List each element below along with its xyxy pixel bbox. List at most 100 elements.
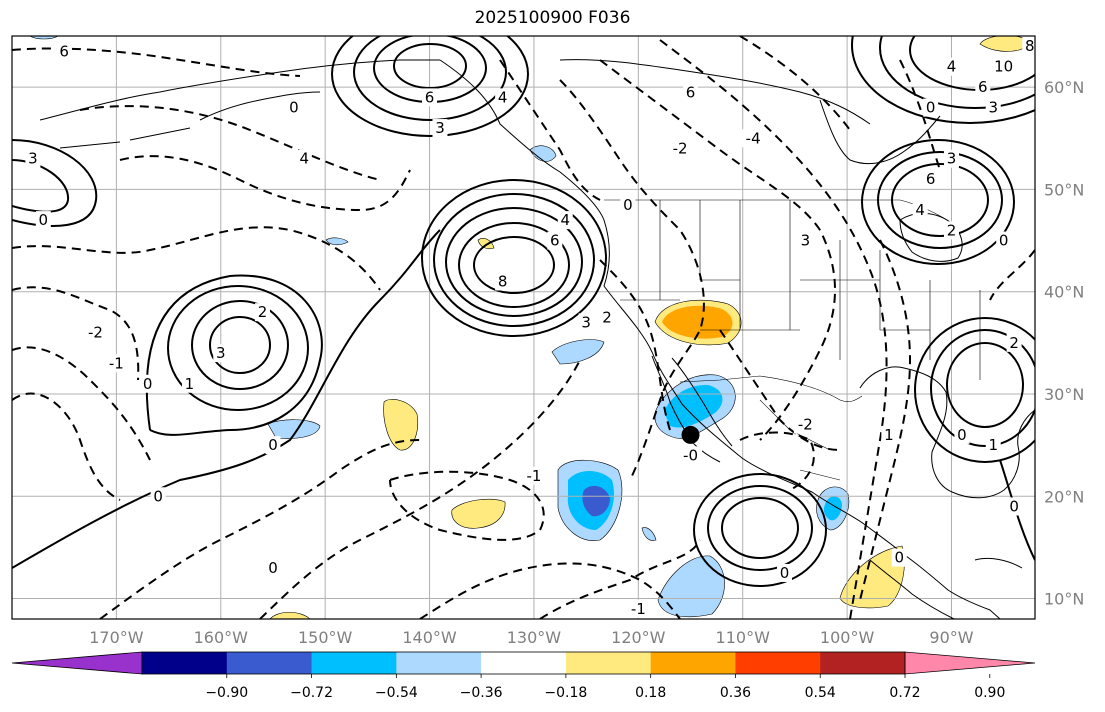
contour-label-bg [985, 98, 1001, 117]
contour-label: 3 [435, 119, 445, 137]
latitude-tick-label: 60°N [1044, 78, 1084, 97]
contour-negative [419, 562, 681, 619]
map-gridlines [12, 36, 1035, 619]
colorbar-segment [820, 652, 906, 674]
contour-high-center [445, 207, 583, 317]
contour-lines-negative [12, 36, 1035, 619]
longitude-tick-label: 170°W [89, 628, 144, 647]
alaska-peninsula-coastline [199, 91, 321, 121]
contour-label: 6 [978, 78, 988, 96]
latitude-tick-label: 40°N [1044, 283, 1084, 302]
longitude-tick-label: 160°W [194, 628, 249, 647]
canada-arctic-coast [559, 59, 871, 125]
colorbar-segment [565, 652, 652, 674]
strong-positive-anomaly-region [662, 305, 733, 339]
contour-label-bg [943, 149, 959, 168]
contour-label: 0 [926, 99, 936, 117]
contour-negative [559, 79, 705, 481]
map-frame [11, 35, 1036, 620]
contour-label-bg [881, 425, 897, 444]
contour-negative [719, 329, 841, 451]
contour-high-north [331, 36, 529, 137]
negative-anomaly-region [641, 527, 657, 541]
contour-high-center [433, 193, 595, 327]
contour-label: 8 [1025, 37, 1035, 55]
contour-label: -1 [526, 467, 541, 485]
contour-high-east [861, 139, 1015, 265]
contour-negative [12, 392, 121, 501]
contour-high-center [421, 179, 607, 337]
contour-label-bg [104, 354, 128, 373]
contour-lines [12, 36, 1035, 587]
contour-label: 2 [947, 221, 957, 239]
contour-label-bg [1006, 333, 1022, 352]
contour-negative [12, 286, 140, 381]
contour-label-bg [140, 374, 156, 393]
contour-label: 0 [957, 426, 967, 444]
contour-negative [899, 59, 941, 171]
contour-label: 2 [258, 303, 268, 321]
contour-label: 8 [498, 272, 508, 290]
contour-label-bg [578, 313, 594, 332]
contour-label: 6 [550, 232, 560, 250]
colorbar-tick-labels: −0.90 −0.72 −0.54 −0.36 −0.18 0.18 0.36 0.54 0.7… [205, 674, 1005, 701]
contour-high-center [458, 222, 570, 308]
colorbar-tick-label: 0.54 [805, 685, 836, 701]
contour-high-west [209, 316, 271, 374]
contour-label-bg [547, 231, 563, 250]
contour-high-northeast [851, 36, 1035, 124]
contour-label: 0 [623, 196, 633, 214]
colorbar-tick-label: 0.18 [635, 685, 666, 701]
contour-label-bg [422, 88, 438, 107]
contour-label: 0 [1009, 497, 1019, 515]
contour-label: 4 [915, 201, 925, 219]
contour-label: 0 [268, 559, 278, 577]
contour-label-bg [943, 221, 959, 240]
contour-label-bg [797, 231, 813, 250]
contour-negative [12, 226, 381, 291]
contour-label-bg [265, 558, 281, 577]
longitude-tick-label: 120°W [611, 628, 666, 647]
contour-label: 4 [498, 88, 508, 106]
longitude-labels: 170°W 160°W 150°W 140°W 130°W 120°W 110°W 100°W… [89, 628, 974, 647]
contour-label-bg [432, 119, 448, 138]
contour-label-bg [683, 83, 699, 102]
contour-label: 2 [1009, 334, 1019, 352]
contour-negative [659, 39, 888, 619]
contour-negative [739, 36, 851, 131]
contour-label: 3 [28, 150, 38, 168]
contour-label: -1 [109, 354, 124, 372]
colorbar-tick-label: −0.36 [460, 685, 503, 701]
contour-label: 0 [143, 375, 153, 393]
contour-negative [859, 239, 912, 601]
contour-label: 6 [686, 83, 696, 101]
colorbar-tick-label: −0.54 [375, 685, 418, 701]
contour-label: 6 [926, 170, 936, 188]
longitude-tick-label: 100°W [820, 628, 875, 647]
contour-high-center [473, 236, 555, 294]
colorbar-segment [481, 652, 567, 674]
great-lakes [899, 213, 963, 262]
contour-label-bg [776, 563, 792, 582]
colorbar-extend-high [904, 651, 1036, 675]
contour-label-bg [943, 57, 959, 76]
contour-label: -2 [88, 324, 103, 342]
contour-label-bg [557, 211, 573, 230]
longitude-tick-label: 110°W [716, 628, 771, 647]
contour-negative [79, 105, 381, 181]
contour-negative [389, 470, 545, 541]
contour-label-bg [255, 303, 271, 322]
cuba-outline [974, 557, 1023, 569]
contour-label-bg [954, 425, 970, 444]
contour-label-bg [668, 139, 692, 158]
map-title: 2025100900 F036 [474, 8, 631, 28]
contour-high-north [353, 36, 507, 121]
contour-high-south [693, 473, 827, 587]
latitude-tick-label: 20°N [1044, 487, 1084, 506]
longitude-tick-label: 130°W [507, 628, 562, 647]
baja-california-coastline [651, 355, 721, 463]
contour-label-bg [522, 466, 546, 485]
contour-label: 3 [947, 150, 957, 168]
contour-high-south [707, 485, 813, 571]
